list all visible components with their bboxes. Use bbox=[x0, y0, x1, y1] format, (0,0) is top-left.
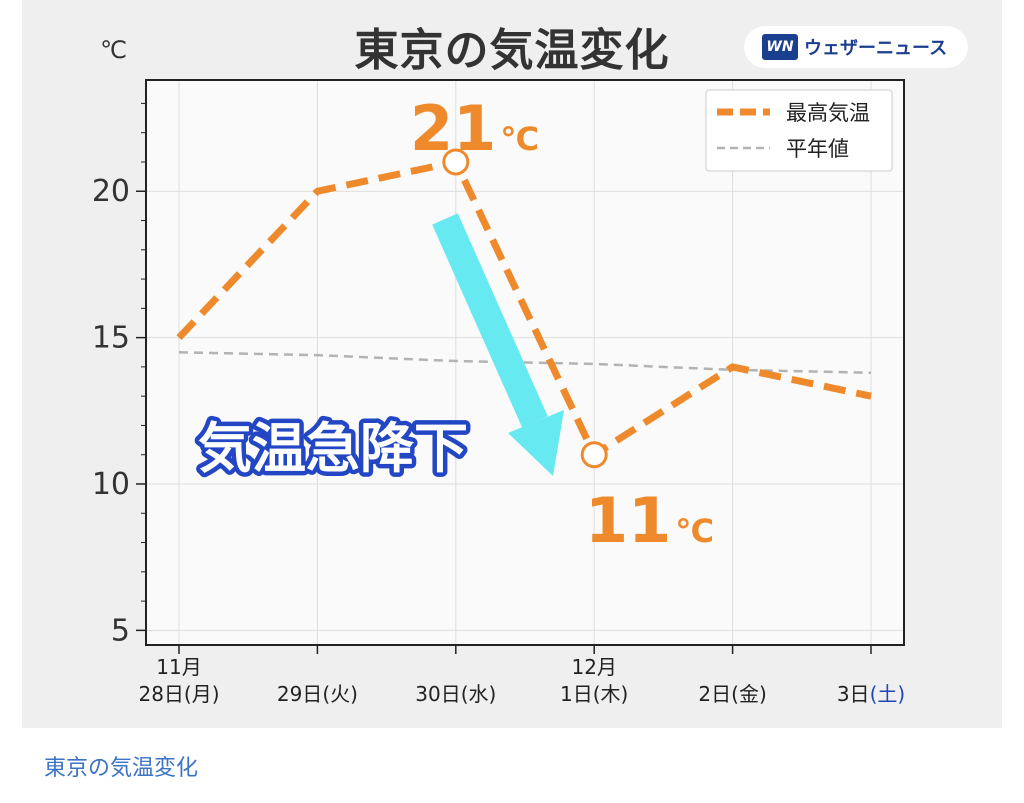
x-tick-label: 29日(火) bbox=[277, 682, 358, 706]
annotation-text: 気温急降下 bbox=[198, 417, 468, 480]
x-tick-day: 1日 bbox=[560, 682, 593, 706]
drop-arrow-shaft bbox=[432, 213, 548, 428]
legend-label-normal: 平年値 bbox=[786, 137, 849, 161]
data-point-marker bbox=[442, 148, 470, 176]
x-tick-weekday: (月) bbox=[184, 682, 220, 706]
x-tick-day: 28日 bbox=[138, 682, 183, 706]
y-tick-label: 5 bbox=[111, 613, 130, 648]
series-line-normal bbox=[178, 351, 872, 374]
x-tick-weekday: (木) bbox=[593, 682, 629, 706]
x-tick-label: 1日(木) bbox=[560, 682, 628, 706]
x-tick-month: 12月 bbox=[571, 655, 616, 679]
page-title: 東京の気温変化 bbox=[354, 25, 670, 76]
x-tick-label: 28日(月) bbox=[138, 682, 219, 706]
drop-arrow-head bbox=[508, 410, 564, 476]
y-unit-label: ℃ bbox=[100, 36, 127, 64]
x-tick-day: 30日 bbox=[415, 682, 460, 706]
temp-callout-value: 21 bbox=[410, 92, 496, 165]
x-tick-weekday: (火) bbox=[322, 682, 358, 706]
x-tick-month: 11月 bbox=[156, 655, 201, 679]
logo-badge: WN bbox=[762, 34, 798, 60]
y-tick-label: 20 bbox=[92, 174, 130, 209]
image-caption: 東京の気温変化 bbox=[44, 756, 199, 781]
data-point-marker bbox=[580, 441, 608, 469]
x-tick-label: 3日(土) bbox=[837, 682, 905, 706]
temp-callout: 21 ℃ bbox=[410, 92, 539, 165]
y-tick-label: 15 bbox=[92, 321, 130, 356]
x-tick-weekday: (金) bbox=[731, 682, 767, 706]
weathernews-logo: WN ウェザーニュース bbox=[744, 26, 968, 68]
temp-callout: 11 ℃ bbox=[585, 484, 714, 557]
y-tick-label: 10 bbox=[92, 467, 130, 502]
temp-callout-unit: ℃ bbox=[675, 512, 714, 550]
legend-label-max-temp: 最高気温 bbox=[786, 101, 870, 125]
x-tick-day: 3日 bbox=[837, 682, 870, 706]
temperature-chart: 5 10 15 20 11月 28日(月) 29日(火) 30日(水) 12月 1日(木) 2日(金… bbox=[92, 79, 905, 706]
x-tick-weekday: (土) bbox=[870, 682, 906, 706]
x-tick-label: 30日(水) bbox=[415, 682, 496, 706]
x-tick-label: 2日(金) bbox=[698, 682, 766, 706]
x-tick-day: 2日 bbox=[698, 682, 731, 706]
plot-frame bbox=[145, 79, 905, 646]
x-tick-day: 29日 bbox=[277, 682, 322, 706]
logo-text: ウェザーニュース bbox=[804, 38, 948, 59]
temp-callout-unit: ℃ bbox=[500, 120, 539, 158]
temp-callout-value: 11 bbox=[585, 484, 671, 557]
series-line-max-temp bbox=[176, 158, 872, 459]
x-tick-weekday: (水) bbox=[461, 682, 497, 706]
